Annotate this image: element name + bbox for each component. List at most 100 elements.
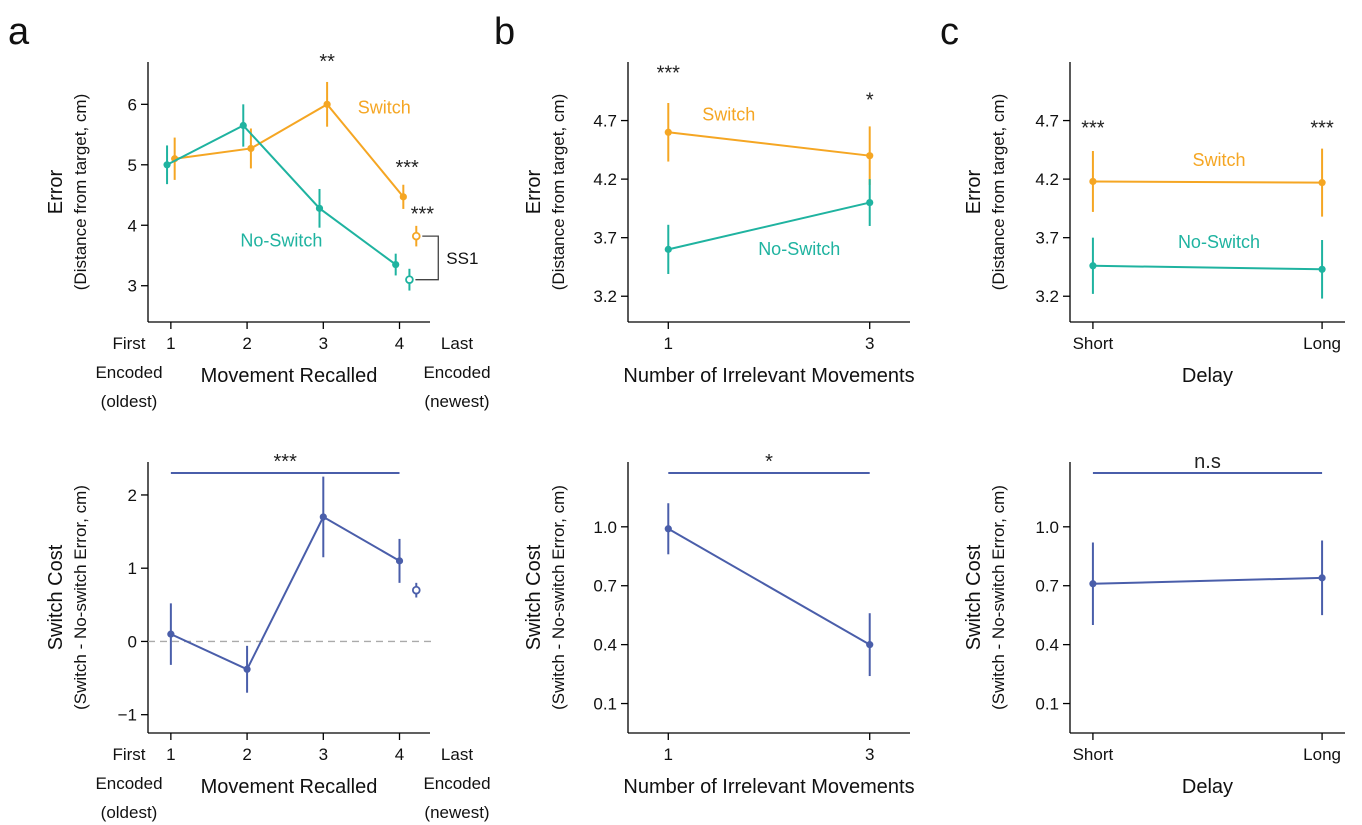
x-tick-label: 3 [319, 334, 328, 353]
significance-stars: ** [319, 51, 335, 73]
y-axis-subtitle: (Switch - No-switch Error, cm) [71, 485, 90, 710]
x-tick-label: 1 [166, 334, 175, 353]
x-tick-label: Long [1303, 334, 1341, 353]
last-encoded-label: Encoded [423, 774, 490, 793]
data-point [315, 204, 324, 212]
series-line [668, 131, 870, 157]
x-tick-label: Short [1073, 334, 1114, 353]
data-point [247, 144, 255, 153]
panel-letter-a: a [8, 11, 30, 53]
series-line [667, 527, 871, 646]
data-point [319, 513, 327, 521]
y-tick-label: 0.1 [593, 695, 617, 714]
ss1-label: SS1 [446, 249, 478, 268]
first-encoded-label: Encoded [95, 774, 162, 793]
series-line [166, 124, 397, 266]
y-tick-label: 0.4 [593, 636, 617, 655]
significance-stars: * [866, 90, 874, 112]
y-axis-subtitle: (Distance from target, cm) [989, 94, 1008, 291]
y-axis-title: Switch Cost [963, 544, 985, 650]
x-axis-title: Delay [1182, 365, 1233, 387]
series-label: Switch [358, 97, 411, 117]
series-label: No-Switch [758, 239, 840, 259]
panel-letter-c: c [940, 11, 959, 53]
y-tick-label: 0.7 [593, 577, 617, 596]
significance-stars: *** [657, 63, 681, 85]
series-line [170, 515, 401, 671]
data-point [1318, 574, 1326, 582]
x-tick-label: 3 [865, 334, 874, 353]
series-line [174, 103, 405, 198]
y-tick-label: 4.2 [1035, 170, 1059, 189]
y-tick-label: 3.7 [1035, 229, 1059, 248]
y-axis-title: Error [963, 169, 985, 214]
series-line [668, 201, 870, 251]
ss1-bracket [415, 235, 439, 281]
chart-c_bottom: 0.1 0.4 0.7 1.0 Short Long Delay Switch Cost (Sw… [963, 451, 1345, 798]
significance-label: n.s [1194, 451, 1221, 473]
y-tick-label: 3.2 [1035, 287, 1059, 306]
last-encoded-label: Last [441, 334, 473, 353]
y-tick-label: 4 [128, 216, 137, 235]
x-tick-label: 4 [395, 745, 404, 764]
data-point [243, 665, 251, 673]
x-tick-label: Long [1303, 745, 1341, 764]
significance-label: * [765, 451, 773, 473]
x-tick-label: 2 [242, 745, 251, 764]
first-encoded-label: (oldest) [101, 392, 158, 411]
x-tick-label: 1 [664, 745, 673, 764]
x-axis-title: Delay [1182, 776, 1233, 798]
panel-letter-b: b [494, 11, 515, 53]
y-axis-title: Switch Cost [523, 544, 545, 650]
y-tick-label: 1.0 [593, 518, 617, 537]
significance-stars: *** [1081, 118, 1105, 140]
x-tick-label: 1 [166, 745, 175, 764]
first-encoded-label: Encoded [95, 363, 162, 382]
significance-stars: *** [411, 203, 435, 225]
first-encoded-label: First [112, 334, 145, 353]
data-point [399, 193, 407, 201]
data-point [1089, 580, 1097, 588]
y-axis-title: Error [523, 169, 545, 214]
series-label: Switch [702, 105, 755, 125]
significance-stars: *** [1310, 118, 1334, 140]
y-tick-label: 0.7 [1035, 577, 1059, 596]
significance-label: *** [274, 451, 298, 473]
y-axis-subtitle: (Switch - No-switch Error, cm) [989, 485, 1008, 710]
y-tick-label: 2 [128, 486, 137, 505]
data-point [1318, 179, 1326, 187]
x-tick-label: 2 [242, 334, 251, 353]
y-tick-label: 1.0 [1035, 518, 1059, 537]
chart-a_top: 3 4 5 6 1 2 3 4 Movement Recalled Error (Distance … [45, 51, 491, 411]
open-data-point [411, 231, 421, 241]
open-data-point [411, 585, 421, 595]
data-point [664, 525, 672, 533]
series-line [1092, 180, 1323, 184]
series-line [1092, 264, 1323, 271]
x-axis-title: Movement Recalled [201, 365, 378, 387]
data-point [395, 557, 404, 565]
data-point [1089, 262, 1097, 270]
y-tick-label: 3.7 [593, 229, 617, 248]
y-tick-label: 1 [128, 559, 137, 578]
data-point [664, 128, 672, 136]
data-point [664, 245, 672, 253]
x-tick-label: 3 [865, 745, 874, 764]
first-encoded-label: (oldest) [101, 803, 158, 822]
data-point [163, 161, 171, 169]
series-line [1092, 576, 1323, 585]
data-point [239, 121, 247, 130]
data-point [1089, 177, 1097, 186]
y-tick-label: 0.1 [1035, 695, 1059, 714]
last-encoded-label: (newest) [424, 803, 489, 822]
x-axis-title: Number of Irrelevant Movements [623, 776, 914, 798]
y-axis-title: Error [45, 169, 67, 214]
x-axis-title: Number of Irrelevant Movements [623, 365, 914, 387]
series-label: Switch [1192, 150, 1245, 170]
data-point [1318, 265, 1326, 273]
y-axis-subtitle: (Switch - No-switch Error, cm) [549, 485, 568, 710]
chart-a_bottom: −1 0 1 2 1 2 3 4 Movement Recalled Switch Cost (Sw… [45, 451, 491, 822]
y-tick-label: 0 [128, 632, 137, 651]
chart-c_top: 3.2 3.7 4.2 4.7 Short Long Delay Error (Distance… [963, 62, 1345, 387]
y-tick-label: 5 [128, 156, 137, 175]
